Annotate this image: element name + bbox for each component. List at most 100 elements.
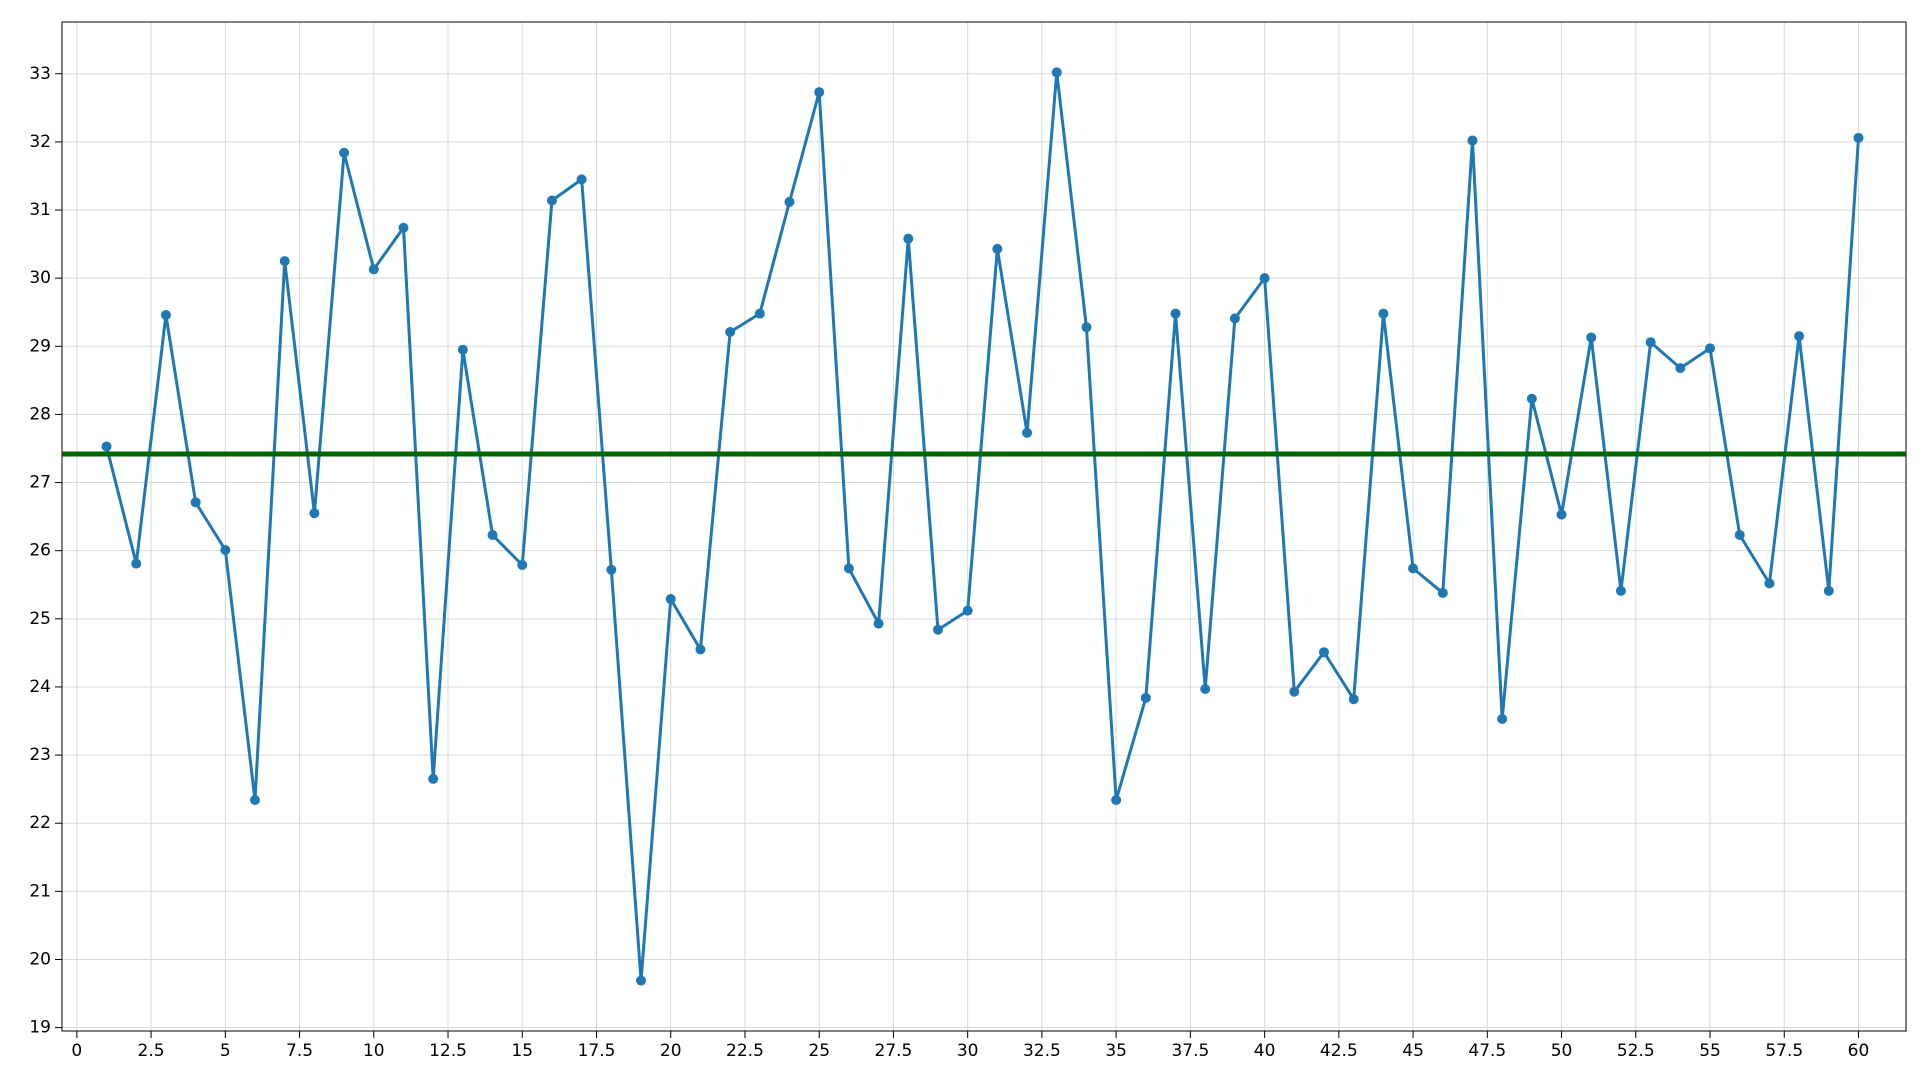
data-point [1586,332,1597,343]
y-tick-label: 32 [29,132,51,152]
y-tick-label: 31 [29,200,51,220]
data-point [546,195,557,206]
series-line [105,70,1860,983]
x-tick-label: 15 [511,1041,533,1061]
data-point [873,618,884,629]
data-point [1645,337,1656,348]
data-point [368,264,379,275]
data-point [1467,135,1478,146]
data-point [1853,132,1864,143]
x-tick-label: 22.5 [726,1041,764,1061]
data-point [784,196,795,207]
y-tick-label: 33 [29,64,51,84]
x-tick-label: 12.5 [429,1041,467,1061]
y-tick-label: 28 [29,404,51,424]
data-point [576,174,587,185]
y-tick-label: 22 [29,813,51,833]
data-point [1675,363,1686,374]
data-point [1497,713,1508,724]
data-point [190,497,201,508]
data-point [1408,563,1419,574]
data-point [398,222,409,233]
x-tick-label: 25 [808,1041,830,1061]
data-point [1794,331,1805,342]
y-tick-label: 27 [29,473,51,493]
data-point [1705,343,1716,354]
data-point [1437,587,1448,598]
x-tick-label: 2.5 [138,1041,165,1061]
y-tick-label: 20 [29,949,51,969]
data-point [1200,683,1211,694]
x-tick-label: 5 [220,1041,231,1061]
data-point [101,441,112,452]
data-point [487,530,498,541]
data-point [1111,795,1122,806]
data-point [279,256,290,267]
data-point [903,233,914,244]
plot-frame [61,21,1907,1032]
data-point [1823,585,1834,596]
x-tick-label: 57.5 [1765,1041,1803,1061]
x-tick-label: 30 [957,1041,979,1061]
x-tick-label: 32.5 [1023,1041,1061,1061]
data-point [339,147,350,158]
data-point [1229,313,1240,324]
data-point [131,558,142,569]
x-tick-label: 17.5 [578,1041,616,1061]
y-tick-label: 29 [29,336,51,356]
data-point [1140,692,1151,703]
x-tick-label: 37.5 [1171,1041,1209,1061]
x-tick-label: 7.5 [286,1041,313,1061]
x-tick-label: 35 [1105,1041,1127,1061]
x-tick-label: 0 [71,1041,82,1061]
y-tick-label: 24 [29,677,51,697]
data-point [1259,273,1270,284]
data-point [250,795,261,806]
data-point [160,309,171,320]
data-point [843,563,854,574]
data-point [1051,67,1062,78]
x-tick-label: 40 [1254,1041,1276,1061]
data-point [1289,686,1300,697]
data-point [517,559,528,570]
data-point [992,243,1003,254]
x-tick-label: 10 [363,1041,385,1061]
data-point [1556,509,1567,520]
data-point [932,624,943,635]
data-point [220,545,231,556]
y-tick-label: 21 [29,881,51,901]
x-tick-label: 27.5 [875,1041,913,1061]
data-point [1615,585,1626,596]
y-tick-label: 26 [29,541,51,561]
data-point [814,87,825,98]
data-point [665,594,676,605]
x-tick-label: 50 [1551,1041,1573,1061]
data-point [1378,308,1389,319]
data-point [428,773,439,784]
data-point [1170,308,1181,319]
data-point [1348,694,1359,705]
data-point [1734,530,1745,541]
x-tick-label: 52.5 [1617,1041,1655,1061]
y-tick-label: 23 [29,745,51,765]
data-point [636,975,647,986]
data-point [754,308,765,319]
data-point [457,344,468,355]
data-point [1526,393,1537,404]
x-tick-label: 20 [660,1041,682,1061]
x-tick-label: 55 [1699,1041,1721,1061]
y-tick-label: 25 [29,609,51,629]
x-tick-label: 42.5 [1320,1041,1358,1061]
x-tick-label: 45 [1402,1041,1424,1061]
data-point [606,564,617,575]
data-point [1318,647,1329,658]
y-tick-label: 19 [29,1018,51,1038]
data-point [962,605,973,616]
data-point [309,508,320,519]
x-tick-label: 47.5 [1468,1041,1506,1061]
data-point [695,644,706,655]
data-point [1081,322,1092,333]
data-point [1764,578,1775,589]
